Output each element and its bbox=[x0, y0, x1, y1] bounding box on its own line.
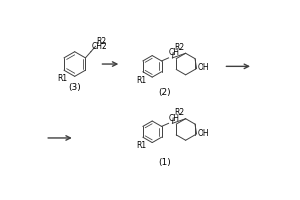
Text: OH: OH bbox=[197, 63, 209, 72]
Text: CH: CH bbox=[169, 48, 180, 57]
Text: R1: R1 bbox=[57, 74, 68, 83]
Text: R2: R2 bbox=[96, 37, 106, 46]
Text: (3): (3) bbox=[68, 83, 81, 92]
Text: CH: CH bbox=[169, 114, 180, 123]
Text: R1: R1 bbox=[136, 141, 146, 150]
Text: (2): (2) bbox=[158, 88, 171, 97]
Text: R2: R2 bbox=[174, 108, 184, 117]
Text: OH: OH bbox=[197, 129, 209, 138]
Text: CH2: CH2 bbox=[92, 42, 107, 51]
Text: R2: R2 bbox=[174, 43, 184, 52]
Text: R1: R1 bbox=[136, 76, 146, 85]
Text: (1): (1) bbox=[158, 158, 171, 167]
